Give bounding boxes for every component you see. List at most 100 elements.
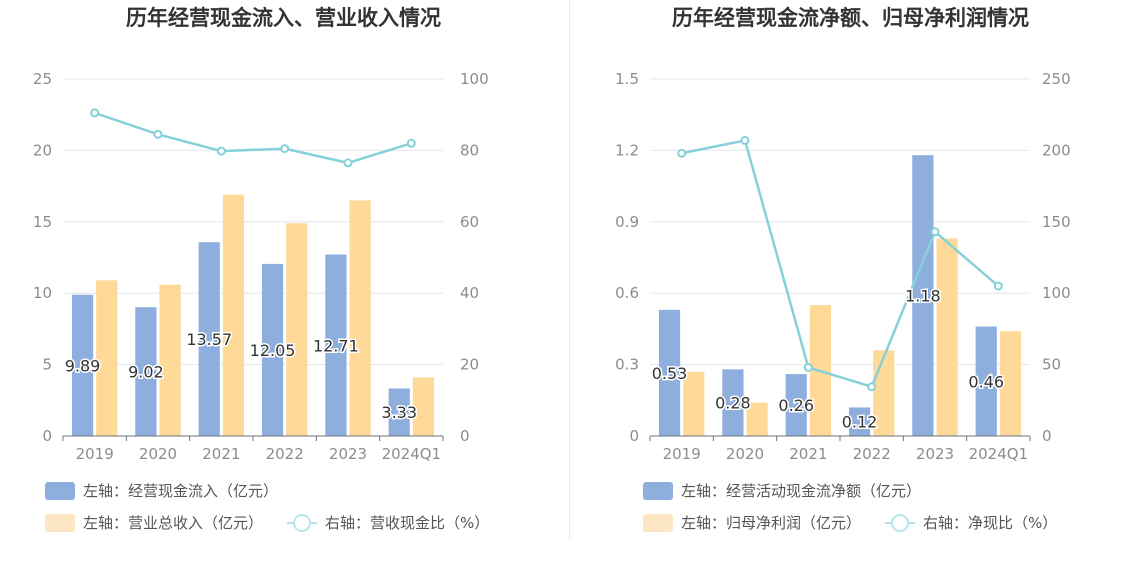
line-series <box>681 138 1000 389</box>
y-right-tick-label: 100 <box>460 70 489 88</box>
bar-data-label: 9.89 <box>65 356 101 375</box>
y-right-tick-label: 0 <box>1042 427 1052 445</box>
bar-series1 <box>198 242 220 436</box>
y-left-tick-label: 1.5 <box>615 70 639 88</box>
bar-series1 <box>388 388 410 436</box>
legend-item-line[interactable]: 右轴：净现比（%） <box>885 512 1057 533</box>
legend-item-bar1[interactable]: 左轴：经营活动现金流净额（亿元） <box>643 480 921 501</box>
line-series <box>94 111 412 165</box>
y-left-tick-label: 25 <box>33 70 52 88</box>
bar-data-label: 0.26 <box>778 396 814 415</box>
y-left-tick-label: 0 <box>42 427 52 445</box>
y-left-tick-label: 1.2 <box>615 141 639 159</box>
x-tick-label: 2022 <box>853 445 891 463</box>
legend-item-bar2[interactable]: 左轴：营业总收入（亿元） <box>45 512 263 533</box>
bar-series2 <box>96 280 118 436</box>
bar-data-label: 12.71 <box>313 336 359 355</box>
y-right-tick-label: 40 <box>460 284 479 302</box>
bar-series1 <box>261 263 284 436</box>
line-point <box>90 108 100 118</box>
bar-data-label: 0.53 <box>652 364 688 383</box>
legend-row-1: 左轴：经营活动现金流净额（亿元） <box>643 480 945 501</box>
bar-line-chart: 0 0 0.3 50 0.6 100 0.9 150 1.2 200 1.5 250 2019 2020 2… <box>615 70 1071 463</box>
bar-data-label: 3.33 <box>381 403 417 422</box>
y-right-tick-label: 100 <box>1042 284 1071 302</box>
bar-data-label: 0.46 <box>968 372 1004 391</box>
bar-series1 <box>912 155 934 436</box>
legend-item-line[interactable]: 右轴：营收现金比（%） <box>287 512 489 533</box>
bar-series1 <box>722 369 744 436</box>
y-left-tick-label: 15 <box>33 213 52 231</box>
line-point <box>867 382 877 392</box>
y-right-tick-label: 200 <box>1042 141 1071 159</box>
line-point <box>343 158 353 168</box>
legend-row-2: 左轴：营业总收入（亿元） 右轴：营收现金比（%） <box>45 512 513 533</box>
bar-series2 <box>999 331 1022 436</box>
bar-series1 <box>785 374 807 436</box>
bar-data-label: 9.02 <box>128 363 164 382</box>
x-tick-label: 2021 <box>202 445 240 463</box>
bar-series2 <box>222 194 245 436</box>
line-point <box>216 146 226 156</box>
y-right-tick-label: 250 <box>1042 70 1071 88</box>
panel-divider <box>569 0 570 540</box>
bar-series1 <box>325 254 347 436</box>
legend-label-line: 右轴：营收现金比（%） <box>325 514 490 532</box>
bar-series2 <box>159 284 181 436</box>
bar-data-label: 12.05 <box>250 341 296 360</box>
bar-series1 <box>71 294 94 436</box>
bar-data-label: 0.28 <box>715 394 751 413</box>
y-left-tick-label: 20 <box>33 141 52 159</box>
y-right-tick-label: 60 <box>460 213 479 231</box>
y-left-tick-label: 5 <box>42 356 52 374</box>
bar-series2 <box>746 402 768 436</box>
legend-swatch-bar2 <box>643 513 673 532</box>
bar-series2 <box>412 377 435 436</box>
bar-series1 <box>658 309 681 436</box>
x-tick-label: 2019 <box>663 445 701 463</box>
y-left-tick-label: 0.9 <box>615 213 639 231</box>
bar-series2 <box>683 371 705 436</box>
bar-data-label: 13.57 <box>186 330 232 349</box>
legend-item-bar1[interactable]: 左轴：经营现金流入（亿元） <box>45 480 278 501</box>
bar-data-label: 1.18 <box>905 287 941 306</box>
x-tick-label: 2024Q1 <box>382 445 442 463</box>
bar-line-chart: 0 0 5 20 10 40 15 60 20 80 25 100 2019 2020 2021 2022 20… <box>33 70 489 463</box>
line-point <box>803 362 813 372</box>
legend-item-bar2[interactable]: 左轴：归母净利润（亿元） <box>643 512 861 533</box>
y-left-tick-label: 0.6 <box>615 284 639 302</box>
legend-swatch-line <box>287 513 318 532</box>
legend-label-bar1: 左轴：经营现金流入（亿元） <box>83 482 279 500</box>
legend-swatch-bar1 <box>45 481 75 500</box>
legend-swatch-bar2 <box>45 513 75 532</box>
bar-series1 <box>975 326 997 436</box>
legend-row-1: 左轴：经营现金流入（亿元） <box>45 480 302 501</box>
x-tick-label: 2019 <box>76 445 114 463</box>
x-tick-label: 2022 <box>266 445 304 463</box>
y-right-tick-label: 20 <box>460 356 479 374</box>
bar-series2 <box>936 238 958 436</box>
chart-panel-net-cashflow: 历年经营现金流净额、归母净利润情况 0 0 0.3 50 0.6 100 0.9 150 1.2… <box>567 0 1134 582</box>
bar-series2 <box>349 200 371 436</box>
line-point <box>280 144 290 154</box>
y-left-tick-label: 10 <box>33 284 52 302</box>
chart-title: 历年经营现金流入、营业收入情况 <box>126 6 441 30</box>
chart-panel-cashflow-inflow: 历年经营现金流入、营业收入情况 0 0 5 20 10 40 15 60 20 80 25 100 20… <box>33 6 513 533</box>
bar-series1 <box>135 307 157 436</box>
y-right-tick-label: 0 <box>460 427 470 445</box>
x-tick-label: 2024Q1 <box>969 445 1029 463</box>
legend-swatch-line <box>885 513 916 532</box>
line-point <box>993 281 1003 291</box>
legend-swatch-bar1 <box>643 481 673 500</box>
x-tick-label: 2021 <box>789 445 827 463</box>
x-tick-label: 2020 <box>726 445 764 463</box>
y-left-tick-label: 0 <box>629 427 639 445</box>
legend-label-bar1: 左轴：经营活动现金流净额（亿元） <box>681 482 922 500</box>
bar-series1 <box>848 407 871 436</box>
y-right-tick-label: 50 <box>1042 356 1061 374</box>
legend-label-line: 右轴：净现比（%） <box>923 514 1058 532</box>
line-point <box>153 129 163 139</box>
bar-series2 <box>286 223 308 436</box>
chart-title: 历年经营现金流净额、归母净利润情况 <box>672 6 1029 30</box>
